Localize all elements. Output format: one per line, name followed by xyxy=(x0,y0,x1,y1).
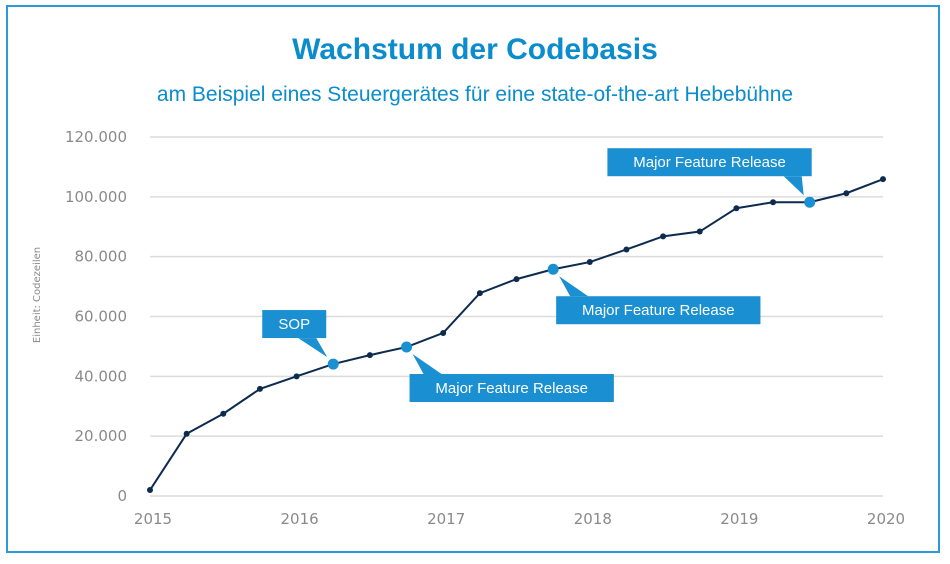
data-point xyxy=(183,430,190,437)
data-point xyxy=(623,246,630,253)
series-line-path xyxy=(149,178,884,491)
callout-label: Major Feature Release xyxy=(582,302,735,319)
data-point xyxy=(366,352,373,359)
x-axis-ticks: 2015 2016 2017 2018 2019 2020 xyxy=(134,510,905,528)
callout-pointer xyxy=(559,276,589,297)
callout-box xyxy=(556,296,761,325)
callout-box xyxy=(409,374,614,403)
x-tick-label: 2017 xyxy=(427,510,465,528)
data-point xyxy=(293,373,300,380)
chart-subtitle: am Beispiel eines Steuergerätes für eine… xyxy=(156,83,794,106)
annotations: SOP Major Feature Release Major Feature Re… xyxy=(262,148,812,403)
data-point xyxy=(476,290,483,297)
callout-pointer xyxy=(412,354,442,375)
y-tick-label: 80.000 xyxy=(75,248,128,266)
data-point xyxy=(256,385,263,392)
callout-label: Major Feature Release xyxy=(435,380,588,397)
x-tick-label: 2020 xyxy=(867,510,905,528)
callout-label: SOP xyxy=(278,316,310,333)
data-point xyxy=(696,228,703,235)
y-axis-ticks: 0 20.000 40.000 60.000 80.000 100.000 120.000 xyxy=(65,128,127,505)
data-point xyxy=(660,233,667,240)
data-point xyxy=(440,329,447,336)
data-point xyxy=(147,487,153,494)
data-point xyxy=(843,190,850,197)
series-line xyxy=(149,178,884,491)
highlighted-data-point xyxy=(327,358,339,370)
chart-title: Wachstum der Codebasis xyxy=(292,33,658,66)
y-axis-label: Einheit: Codezeilen xyxy=(32,247,43,343)
callout-pointer xyxy=(783,176,804,196)
x-tick-label: 2019 xyxy=(720,510,758,528)
highlighted-data-point xyxy=(401,341,413,353)
y-tick-label: 120.000 xyxy=(65,128,127,146)
callout: Major Feature Release xyxy=(556,276,761,325)
callout: SOP xyxy=(262,310,328,358)
y-tick-label: 40.000 xyxy=(75,367,128,385)
callout-label: Major Feature Release xyxy=(633,154,786,171)
data-point xyxy=(733,205,740,212)
callout: Major Feature Release xyxy=(409,354,614,403)
y-tick-label: 100.000 xyxy=(65,188,127,206)
data-point xyxy=(220,410,227,417)
data-point xyxy=(770,199,777,206)
data-point xyxy=(880,176,886,183)
highlighted-data-point xyxy=(547,263,559,275)
highlighted-data-point xyxy=(804,196,816,208)
data-point xyxy=(513,276,520,283)
data-point xyxy=(586,259,593,266)
x-tick-label: 2016 xyxy=(281,510,319,528)
callout-pointer xyxy=(298,338,328,358)
callout: Major Feature Release xyxy=(607,148,812,196)
x-tick-label: 2018 xyxy=(574,510,612,528)
callout-box xyxy=(262,310,327,339)
x-tick-label: 2015 xyxy=(134,510,172,528)
data-points xyxy=(147,176,886,494)
callout-box xyxy=(607,148,812,177)
gridlines xyxy=(150,136,883,497)
chart-frame xyxy=(6,5,940,553)
y-tick-label: 60.000 xyxy=(75,308,128,326)
y-tick-label: 20.000 xyxy=(75,427,128,445)
y-tick-label: 0 xyxy=(117,487,127,505)
